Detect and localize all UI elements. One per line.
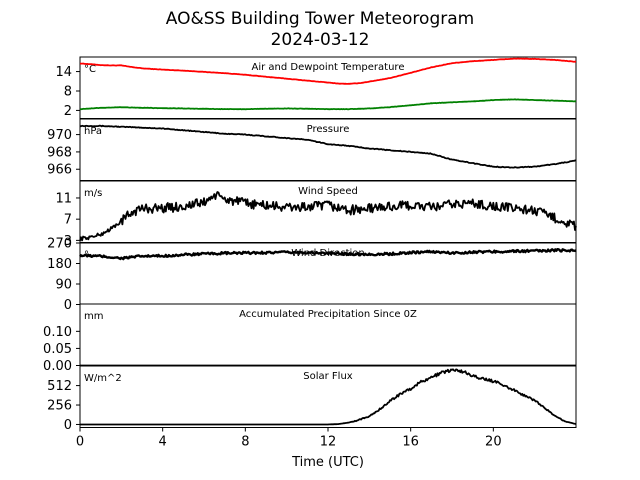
y-tick-label: 270 — [47, 237, 72, 252]
y-tick-label: 0.00 — [43, 359, 72, 374]
panel-unit: W/m^2 — [84, 373, 122, 384]
panel-title: Air and Dewpoint Temperature — [252, 62, 405, 73]
figure-title-line2: 2024-03-12 — [271, 30, 370, 50]
y-tick-label: 3 — [64, 234, 72, 249]
series-line — [79, 98, 577, 111]
panel-5: 0 256 512 Solar Flux W/m^2 — [47, 365, 577, 433]
x-axis-label: Time (UTC) — [291, 455, 364, 470]
panel-unit: hPa — [84, 126, 102, 137]
x-tick-label: 16 — [402, 435, 419, 450]
panel-frame — [79, 365, 577, 428]
y-tick-label: 256 — [47, 399, 72, 414]
y-tick-label: 7 — [64, 213, 72, 228]
panel-title: Pressure — [307, 124, 350, 135]
panel-0: 2 8 14 Air and Dewpoint Temperature °C — [55, 56, 577, 119]
y-tick-label: 90 — [55, 278, 72, 293]
panel-title: Wind Speed — [298, 186, 358, 197]
y-tick-label: 2 — [64, 104, 72, 119]
panels-group: 2 8 14 Air and Dewpoint Temperature °C 966 968… — [43, 56, 577, 433]
panel-1: 966 968 970 Pressure hPa — [47, 118, 577, 181]
panel-unit: °C — [84, 64, 96, 75]
panel-4: 0.00 0.05 0.10 Accumulated Precipitation Si… — [43, 303, 577, 374]
series-line — [79, 247, 577, 261]
panel-title: Solar Flux — [303, 371, 353, 382]
x-tick-label: 0 — [76, 435, 84, 450]
series-line — [79, 124, 577, 169]
figure-title-line1: AO&SS Building Tower Meteorogram — [166, 9, 474, 29]
y-tick-label: 0 — [64, 298, 72, 313]
panel-title: Accumulated Precipitation Since 0Z — [239, 309, 417, 320]
y-tick-label: 968 — [47, 145, 72, 160]
y-tick-label: 0.05 — [43, 342, 72, 357]
x-axis: 0 4 8 12 16 20 — [76, 427, 502, 450]
series-line — [80, 368, 577, 426]
series-line — [79, 191, 577, 242]
panel-unit: mm — [84, 311, 103, 322]
panel-2: 3 7 11 Wind Speed m/s — [55, 180, 577, 249]
y-tick-label: 14 — [55, 65, 72, 80]
y-tick-label: 0 — [64, 418, 72, 433]
y-tick-label: 970 — [47, 128, 72, 143]
x-tick-label: 12 — [320, 435, 337, 450]
x-tick-label: 4 — [159, 435, 167, 450]
y-tick-label: 180 — [47, 257, 72, 272]
x-tick-label: 8 — [241, 435, 249, 450]
panel-unit: m/s — [84, 188, 102, 199]
series-line — [80, 57, 577, 85]
y-tick-label: 966 — [47, 163, 72, 178]
panel-frame — [79, 303, 577, 366]
y-tick-label: 0.10 — [43, 325, 72, 340]
x-tick-label: 20 — [485, 435, 502, 450]
y-tick-label: 8 — [64, 84, 72, 99]
y-tick-label: 11 — [55, 191, 72, 206]
y-tick-label: 512 — [47, 379, 72, 394]
